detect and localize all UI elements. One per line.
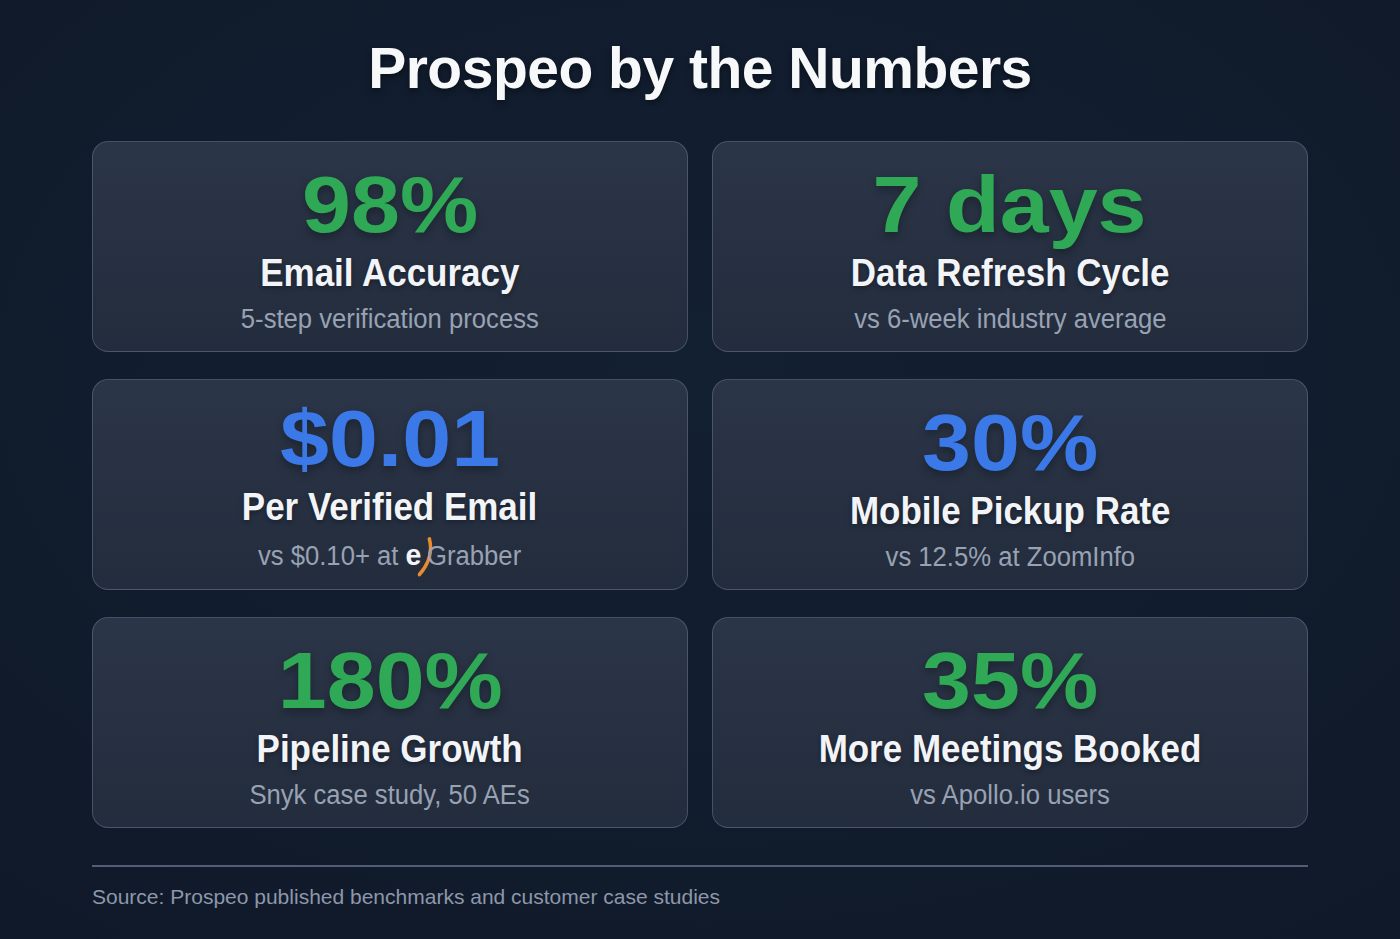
stat-note-text: Snyk case study, 50 AEs <box>250 780 530 810</box>
stat-note-text: vs 12.5% at ZoomInfo <box>885 542 1135 572</box>
stats-grid: 98% Email Accuracy 5-step verification pro… <box>92 141 1308 828</box>
stat-note-text: 5-step verification process <box>241 304 539 334</box>
stat-card: 35% More Meetings Booked vs Apollo.io user… <box>712 617 1308 828</box>
stat-card: 98% Email Accuracy 5-step verification pro… <box>92 141 688 352</box>
stat-note: Snyk case study, 50 AEs <box>250 779 530 811</box>
stat-note: vs $0.10+ at eGrabber <box>258 537 521 577</box>
stat-card: 180% Pipeline Growth Snyk case study, 50 A… <box>92 617 688 828</box>
stat-card: 7 days Data Refresh Cycle vs 6-week indust… <box>712 141 1308 352</box>
page-title: Prospeo by the Numbers <box>0 33 1400 103</box>
stat-value: 180% <box>277 641 502 721</box>
source-note: Source: Prospeo published benchmarks and… <box>92 885 1308 909</box>
stat-note-text: vs Apollo.io users <box>910 780 1110 810</box>
stat-note: 5-step verification process <box>241 303 539 335</box>
stat-note: vs 12.5% at ZoomInfo <box>885 541 1135 573</box>
stat-card: $0.01 Per Verified Email vs $0.10+ at eGra… <box>92 379 688 590</box>
stat-note-part: Grabber <box>428 541 522 571</box>
stat-label: More Meetings Booked <box>819 728 1202 770</box>
stat-label: Email Accuracy <box>260 252 519 294</box>
stat-note: vs Apollo.io users <box>910 779 1110 811</box>
stat-value: 7 days <box>873 165 1147 245</box>
footer-divider <box>92 865 1308 867</box>
stat-value: 30% <box>922 403 1098 483</box>
stat-note-part: vs $0.10+ at <box>258 541 406 571</box>
stat-value: 35% <box>922 641 1098 721</box>
stat-label: Per Verified Email <box>242 486 537 528</box>
stat-note-text: vs 6-week industry average <box>854 304 1166 334</box>
stat-note: vs 6-week industry average <box>854 303 1166 335</box>
stat-label: Pipeline Growth <box>257 728 523 770</box>
stat-value: 98% <box>302 165 478 245</box>
stat-label: Data Refresh Cycle <box>851 252 1170 294</box>
stat-value: $0.01 <box>280 399 500 479</box>
stat-label: Mobile Pickup Rate <box>850 490 1171 532</box>
stat-card: 30% Mobile Pickup Rate vs 12.5% at ZoomInf… <box>712 379 1308 590</box>
